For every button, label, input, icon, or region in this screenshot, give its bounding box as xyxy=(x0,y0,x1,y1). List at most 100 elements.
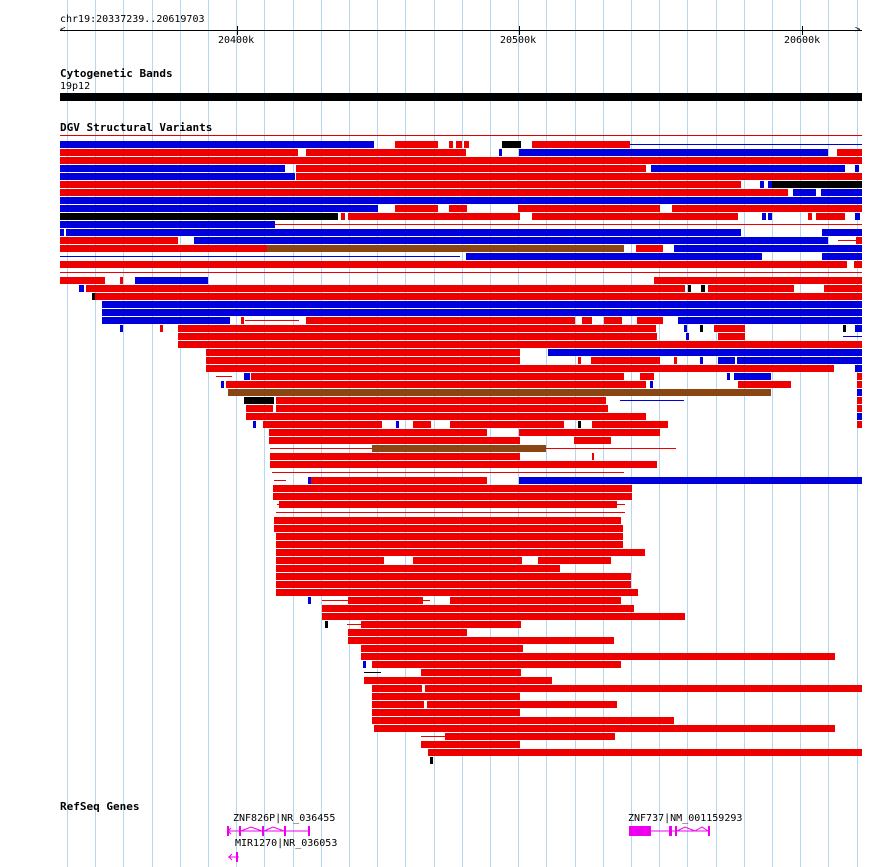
variant-bar[interactable] xyxy=(857,373,862,380)
variant-bar[interactable] xyxy=(466,253,762,260)
variant-bar[interactable] xyxy=(102,301,862,308)
variant-bar[interactable] xyxy=(178,325,656,332)
variant-bar[interactable] xyxy=(686,333,689,340)
variant-bar[interactable] xyxy=(263,421,382,428)
variant-bar[interactable] xyxy=(276,405,608,412)
variant-bar[interactable] xyxy=(374,725,835,732)
variant-bar[interactable] xyxy=(855,165,859,172)
variant-bar[interactable] xyxy=(102,309,862,316)
variant-bar[interactable] xyxy=(421,741,520,748)
variant-bar[interactable] xyxy=(538,557,611,564)
variant-bar[interactable] xyxy=(372,693,520,700)
variant-bar[interactable] xyxy=(267,245,624,252)
variant-bar[interactable] xyxy=(221,381,224,388)
variant-bar[interactable] xyxy=(674,357,677,364)
variant-bar[interactable] xyxy=(824,285,862,292)
variant-bar[interactable] xyxy=(135,277,208,284)
variant-bar[interactable] xyxy=(273,493,632,500)
variant-bar[interactable] xyxy=(793,189,816,196)
variant-bar[interactable] xyxy=(430,757,433,764)
variant-bar[interactable] xyxy=(322,613,685,620)
variant-bar[interactable] xyxy=(244,397,274,404)
variant-bar[interactable] xyxy=(855,365,862,372)
variant-bar[interactable] xyxy=(102,317,230,324)
variant-bar[interactable] xyxy=(273,485,632,492)
variant-bar[interactable] xyxy=(395,141,438,148)
variant-bar[interactable] xyxy=(718,333,745,340)
variant-bar[interactable] xyxy=(808,213,812,220)
variant-bar[interactable] xyxy=(654,277,862,284)
variant-bar[interactable] xyxy=(306,317,575,324)
variant-bar[interactable] xyxy=(60,157,862,164)
variant-bar[interactable] xyxy=(548,349,862,356)
variant-bar[interactable] xyxy=(688,285,691,292)
variant-bar[interactable] xyxy=(857,405,862,412)
variant-bar[interactable] xyxy=(413,421,431,428)
variant-bar[interactable] xyxy=(450,421,564,428)
variant-bar[interactable] xyxy=(296,165,646,172)
variant-bar[interactable] xyxy=(578,421,581,428)
variant-bar[interactable] xyxy=(674,245,862,252)
variant-bar[interactable] xyxy=(449,141,453,148)
variant-bar[interactable] xyxy=(637,317,663,324)
variant-bar[interactable] xyxy=(372,701,424,708)
variant-bar[interactable] xyxy=(269,429,487,436)
variant-bar[interactable] xyxy=(574,437,611,444)
variant-bar[interactable] xyxy=(372,661,621,668)
variant-bar[interactable] xyxy=(363,661,366,668)
variant-bar[interactable] xyxy=(279,501,617,508)
variant-bar[interactable] xyxy=(843,325,846,332)
variant-bar[interactable] xyxy=(60,181,741,188)
variant-bar[interactable] xyxy=(206,365,834,372)
variant-bar[interactable] xyxy=(120,277,123,284)
variant-bar[interactable] xyxy=(92,293,95,300)
variant-bar[interactable] xyxy=(762,213,766,220)
variant-bar[interactable] xyxy=(700,357,703,364)
variant-bar[interactable] xyxy=(60,245,267,252)
variant-bar[interactable] xyxy=(348,213,520,220)
variant-bar[interactable] xyxy=(178,341,862,348)
variant-bar[interactable] xyxy=(269,437,520,444)
variant-bar[interactable] xyxy=(445,733,615,740)
variant-bar[interactable] xyxy=(60,221,275,228)
variant-bar[interactable] xyxy=(857,413,862,420)
variant-bar[interactable] xyxy=(276,533,623,540)
variant-bar[interactable] xyxy=(60,149,298,156)
variant-bar[interactable] xyxy=(822,229,862,236)
variant-bar[interactable] xyxy=(591,357,660,364)
variant-bar[interactable] xyxy=(855,325,862,332)
variant-bar[interactable] xyxy=(372,709,520,716)
variant-bar[interactable] xyxy=(322,605,634,612)
variant-bar[interactable] xyxy=(714,325,745,332)
variant-bar[interactable] xyxy=(651,165,845,172)
variant-bar[interactable] xyxy=(640,373,654,380)
variant-bar[interactable] xyxy=(66,229,741,236)
variant-bar[interactable] xyxy=(348,637,614,644)
variant-bar[interactable] xyxy=(60,197,862,204)
variant-bar[interactable] xyxy=(361,621,521,628)
variant-bar[interactable] xyxy=(519,149,828,156)
variant-bar[interactable] xyxy=(772,181,862,188)
variant-bar[interactable] xyxy=(60,237,178,244)
variant-bar[interactable] xyxy=(361,653,835,660)
variant-bar[interactable] xyxy=(60,213,338,220)
variant-bar[interactable] xyxy=(372,445,546,452)
variant-bar[interactable] xyxy=(308,597,311,604)
variant-bar[interactable] xyxy=(60,189,788,196)
variant-bar[interactable] xyxy=(308,477,311,484)
variant-bar[interactable] xyxy=(276,541,623,548)
variant-bar[interactable] xyxy=(854,261,862,268)
variant-bar[interactable] xyxy=(582,317,592,324)
variant-bar[interactable] xyxy=(684,325,687,332)
variant-bar[interactable] xyxy=(311,477,487,484)
variant-bar[interactable] xyxy=(701,285,705,292)
variant-bar[interactable] xyxy=(251,373,624,380)
variant-bar[interactable] xyxy=(737,357,862,364)
variant-bar[interactable] xyxy=(413,557,522,564)
variant-bar[interactable] xyxy=(60,141,374,148)
variant-bar[interactable] xyxy=(650,381,653,388)
variant-bar[interactable] xyxy=(276,557,384,564)
variant-bar[interactable] xyxy=(821,189,862,196)
variant-bar[interactable] xyxy=(244,373,250,380)
